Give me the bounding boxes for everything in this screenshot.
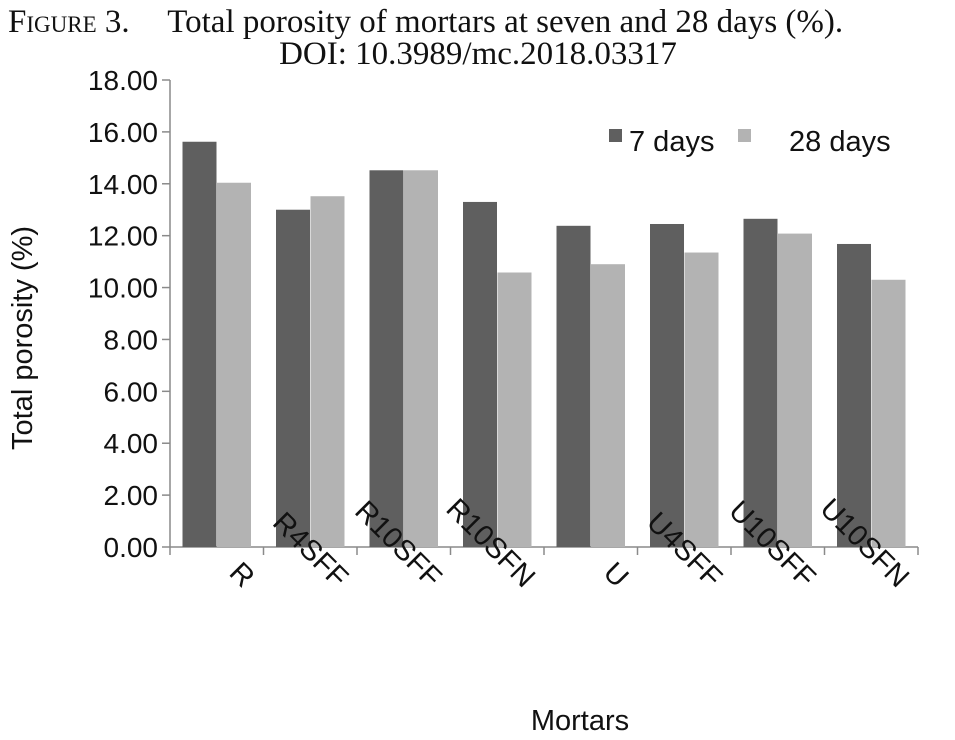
bar-28-days-r10sff xyxy=(404,170,438,547)
bar-7-days-u10sfn xyxy=(837,243,871,548)
y-tick-label: 16.00 xyxy=(88,117,158,148)
x-axis-title: Mortars xyxy=(531,705,629,737)
legend-swatch xyxy=(738,129,751,142)
bar-28-days-u4sff xyxy=(684,252,719,547)
legend-swatch xyxy=(609,129,622,142)
bar-7-days-u10sff xyxy=(743,218,778,547)
legend: 7 days 28 days xyxy=(609,126,891,158)
bar-28-days-u10sfn xyxy=(871,279,906,547)
x-tick-label: U xyxy=(597,557,634,594)
y-tick-label: 8.00 xyxy=(104,324,159,355)
bar-7-days-r xyxy=(182,141,217,547)
y-tick-label: 14.00 xyxy=(88,169,158,200)
legend-label: 7 days xyxy=(629,126,714,158)
bar-7-days-r10sfn xyxy=(463,201,497,547)
figure-caption-title: Total porosity of mortars at seven and 2… xyxy=(167,4,843,40)
figure-caption-doi: DOI: 10.3989/mc.2018.03317 xyxy=(279,36,677,72)
bar-7-days-r4sff xyxy=(276,209,310,547)
y-tick-label: 2.00 xyxy=(104,480,159,511)
bar-28-days-r xyxy=(217,182,251,548)
y-tick-label: 6.00 xyxy=(104,376,159,407)
figure-caption-line-1: Figure 3. Total porosity of mortars at s… xyxy=(8,4,843,40)
x-tick-label: R xyxy=(223,557,260,594)
bars xyxy=(182,141,906,548)
bar-28-days-u xyxy=(591,264,625,547)
bar-28-days-r4sff xyxy=(310,196,345,547)
bar-7-days-r10sff xyxy=(369,170,404,547)
y-tick-label: 12.00 xyxy=(88,221,158,252)
y-tick-label: 10.00 xyxy=(88,273,158,304)
y-tick-label: 0.00 xyxy=(104,532,159,563)
legend-label: 28 days xyxy=(789,126,891,158)
y-axis-title: Total porosity (%) xyxy=(7,226,39,450)
bar-28-days-r10sfn xyxy=(497,272,532,547)
y-tick-label: 18.00 xyxy=(88,65,158,96)
y-tick-label: 4.00 xyxy=(104,428,159,459)
figure-label: Figure 3. xyxy=(8,4,130,40)
bar-7-days-u4sff xyxy=(650,223,684,547)
bar-28-days-u10sff xyxy=(778,233,812,547)
bar-7-days-u xyxy=(556,225,591,547)
